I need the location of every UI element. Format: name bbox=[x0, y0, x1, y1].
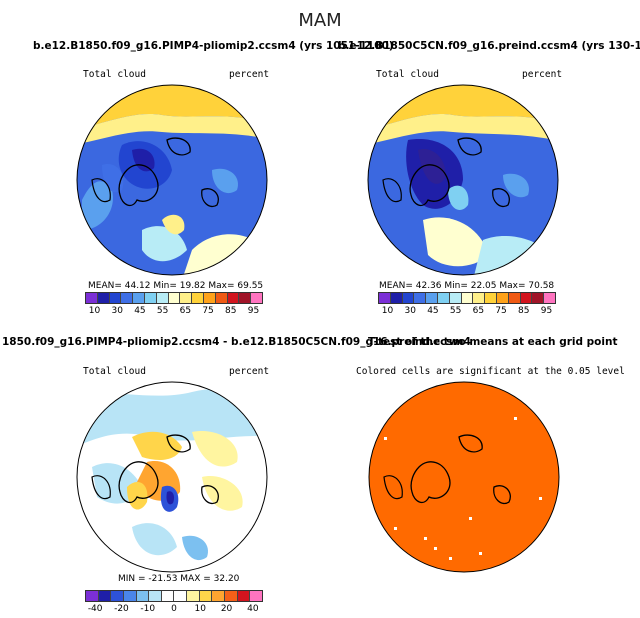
panel-3-stats: MIN = -21.53 MAX = 32.20 bbox=[118, 574, 240, 584]
colorbar-label: 85 bbox=[518, 306, 530, 316]
panel-1-field-label: Total cloud bbox=[83, 69, 146, 80]
colorbar-swatch bbox=[199, 591, 213, 601]
colorbar-swatch bbox=[544, 293, 555, 303]
colorbar-swatch bbox=[161, 591, 175, 601]
panel-2-field-label: Total cloud bbox=[376, 69, 439, 80]
colorbar-swatch bbox=[227, 293, 240, 303]
panel-2-colorbar bbox=[378, 292, 556, 304]
colorbar-swatch bbox=[133, 293, 145, 303]
colorbar-swatch bbox=[86, 591, 99, 601]
panel-1-colorbar bbox=[85, 292, 263, 304]
colorbar-swatch bbox=[508, 293, 521, 303]
panel-3-polar-map bbox=[76, 381, 268, 573]
panel-3-colorbar bbox=[85, 590, 263, 602]
colorbar-swatch bbox=[250, 591, 262, 601]
colorbar-swatch bbox=[212, 591, 226, 601]
colorbar-swatch bbox=[86, 293, 98, 303]
colorbar-swatch bbox=[192, 293, 204, 303]
colorbar-swatch bbox=[203, 293, 216, 303]
colorbar-swatch bbox=[174, 591, 188, 601]
colorbar-label: -10 bbox=[140, 604, 156, 614]
colorbar-swatch bbox=[473, 293, 486, 303]
colorbar-swatch bbox=[485, 293, 497, 303]
colorbar-label: 95 bbox=[247, 306, 260, 316]
colorbar-label: 75 bbox=[202, 306, 214, 316]
colorbar-swatch bbox=[237, 591, 251, 601]
panel-1-stats: MEAN= 44.12 Min= 19.82 Max= 69.55 bbox=[88, 281, 264, 291]
panel-2-polar-map bbox=[367, 84, 559, 276]
colorbar-swatch bbox=[426, 293, 438, 303]
colorbar-label: 20 bbox=[220, 604, 233, 614]
colorbar-swatch bbox=[111, 591, 124, 601]
colorbar-label: 40 bbox=[247, 604, 259, 614]
panel-2-units-label: percent bbox=[522, 69, 563, 80]
colorbar-label: 10 bbox=[88, 306, 101, 316]
colorbar-label: 55 bbox=[449, 306, 462, 316]
colorbar-label: 10 bbox=[194, 604, 206, 614]
colorbar-swatch bbox=[496, 293, 509, 303]
colorbar-label: 45 bbox=[134, 306, 146, 316]
colorbar-label: 65 bbox=[472, 306, 485, 316]
panel-3-title: 1850.f09_g16.PIMP4-pliomip2.ccsm4 - b.e1… bbox=[2, 336, 471, 348]
colorbar-swatch bbox=[168, 293, 181, 303]
colorbar-swatch bbox=[187, 591, 200, 601]
panel-1-units-label: percent bbox=[229, 69, 270, 80]
colorbar-label: 0 bbox=[171, 604, 177, 614]
colorbar-swatch bbox=[180, 293, 193, 303]
colorbar-label: 45 bbox=[427, 306, 439, 316]
colorbar-label: 95 bbox=[540, 306, 553, 316]
colorbar-label: 55 bbox=[156, 306, 169, 316]
colorbar-swatch bbox=[121, 293, 134, 303]
colorbar-swatch bbox=[144, 293, 157, 303]
colorbar-label: 30 bbox=[111, 306, 123, 316]
colorbar-swatch bbox=[136, 591, 150, 601]
colorbar-swatch bbox=[379, 293, 391, 303]
colorbar-swatch bbox=[251, 293, 262, 303]
colorbar-swatch bbox=[449, 293, 462, 303]
figure-title: MAM bbox=[298, 10, 342, 31]
panel-4-note: Colored cells are significant at the 0.0… bbox=[356, 366, 625, 377]
colorbar-label: -20 bbox=[114, 604, 129, 614]
colorbar-swatch bbox=[215, 293, 228, 303]
colorbar-swatch bbox=[239, 293, 252, 303]
colorbar-label: 75 bbox=[495, 306, 507, 316]
colorbar-label: 85 bbox=[225, 306, 237, 316]
colorbar-swatch bbox=[97, 293, 110, 303]
panel-1-polar-map bbox=[76, 84, 268, 276]
colorbar-swatch bbox=[390, 293, 403, 303]
colorbar-swatch bbox=[156, 293, 169, 303]
colorbar-label: -40 bbox=[87, 604, 103, 614]
colorbar-swatch bbox=[123, 591, 137, 601]
colorbar-swatch bbox=[149, 591, 162, 601]
colorbar-swatch bbox=[225, 591, 238, 601]
colorbar-swatch bbox=[109, 293, 122, 303]
colorbar-swatch bbox=[402, 293, 415, 303]
colorbar-label: 65 bbox=[179, 306, 192, 316]
panel-3-units-label: percent bbox=[229, 366, 270, 377]
panel-1-title: b.e12.B1850.f09_g16.PIMP4-pliomip2.ccsm4… bbox=[33, 40, 394, 52]
panel-3-field-label: Total cloud bbox=[83, 366, 146, 377]
colorbar-swatch bbox=[520, 293, 533, 303]
colorbar-label: 30 bbox=[404, 306, 416, 316]
panel-4-polar-map bbox=[368, 381, 560, 573]
colorbar-swatch bbox=[461, 293, 474, 303]
colorbar-swatch bbox=[532, 293, 545, 303]
panel-2-title: b.e12.B1850C5CN.f09_g16.preind.ccsm4 (yr… bbox=[338, 40, 640, 52]
colorbar-swatch bbox=[437, 293, 450, 303]
panel-2-stats: MEAN= 42.36 Min= 22.05 Max= 70.58 bbox=[379, 281, 555, 291]
colorbar-swatch bbox=[414, 293, 427, 303]
colorbar-label: 10 bbox=[381, 306, 394, 316]
colorbar-swatch bbox=[98, 591, 112, 601]
panel-4-title: T-test of the two means at each grid poi… bbox=[368, 336, 618, 348]
